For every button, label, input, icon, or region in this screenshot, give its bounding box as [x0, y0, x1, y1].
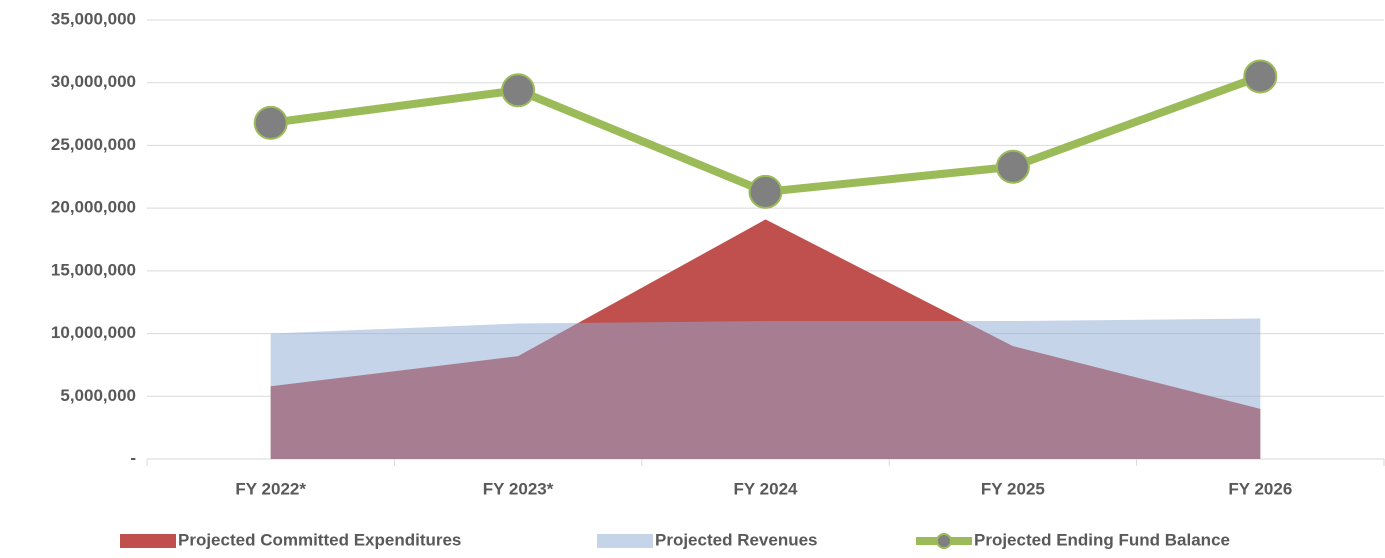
y-tick-label: 20,000,000	[51, 198, 136, 217]
legend-label: Projected Committed Expenditures	[178, 530, 461, 549]
y-tick-label: 10,000,000	[51, 323, 136, 342]
legend-label: Projected Ending Fund Balance	[974, 530, 1230, 549]
marker	[1243, 59, 1278, 94]
x-tick-label: FY 2025	[981, 479, 1045, 498]
y-tick-label: 35,000,000	[51, 9, 136, 28]
legend-label: Projected Revenues	[655, 530, 818, 549]
x-tick-label: FY 2024	[734, 479, 799, 498]
marker	[253, 105, 288, 140]
legend-marker	[936, 533, 952, 549]
x-tick-label: FY 2023*	[483, 479, 554, 498]
area	[270, 318, 1261, 459]
marker	[501, 73, 536, 108]
legend-swatch	[597, 534, 653, 548]
marker	[748, 174, 783, 209]
x-tick-label: FY 2026	[1228, 479, 1292, 498]
y-tick-label: 15,000,000	[51, 260, 136, 279]
marker	[995, 149, 1030, 184]
y-tick-label: 5,000,000	[60, 386, 136, 405]
line	[270, 72, 1262, 196]
y-tick-label: -	[130, 448, 136, 467]
y-tick-label: 30,000,000	[51, 72, 136, 91]
x-tick-label: FY 2022*	[235, 479, 306, 498]
legend-swatch	[120, 534, 176, 548]
y-tick-label: 25,000,000	[51, 135, 136, 154]
